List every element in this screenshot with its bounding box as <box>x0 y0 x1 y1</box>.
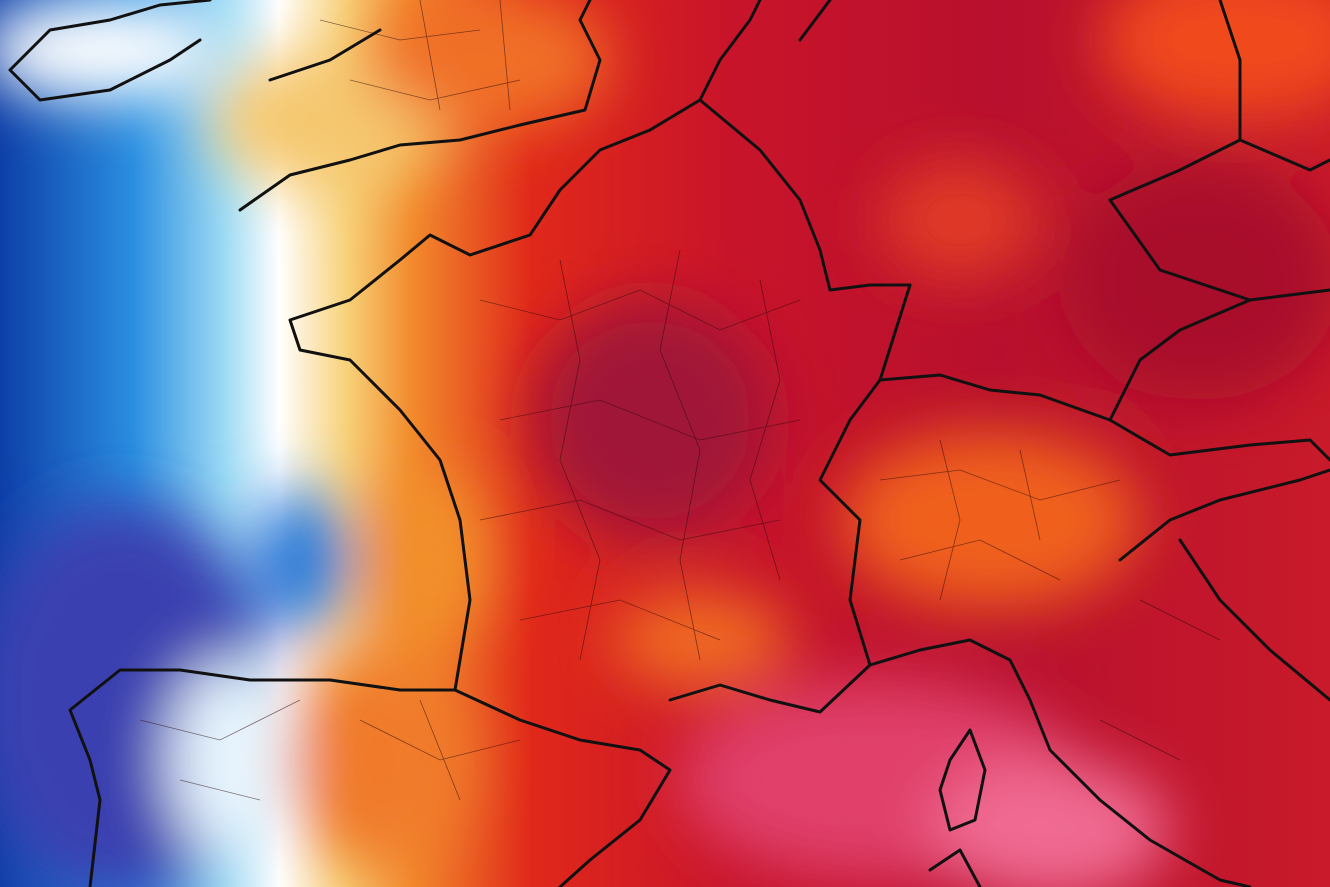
country-borders <box>8 0 1330 887</box>
inner-borders <box>139 0 1221 801</box>
